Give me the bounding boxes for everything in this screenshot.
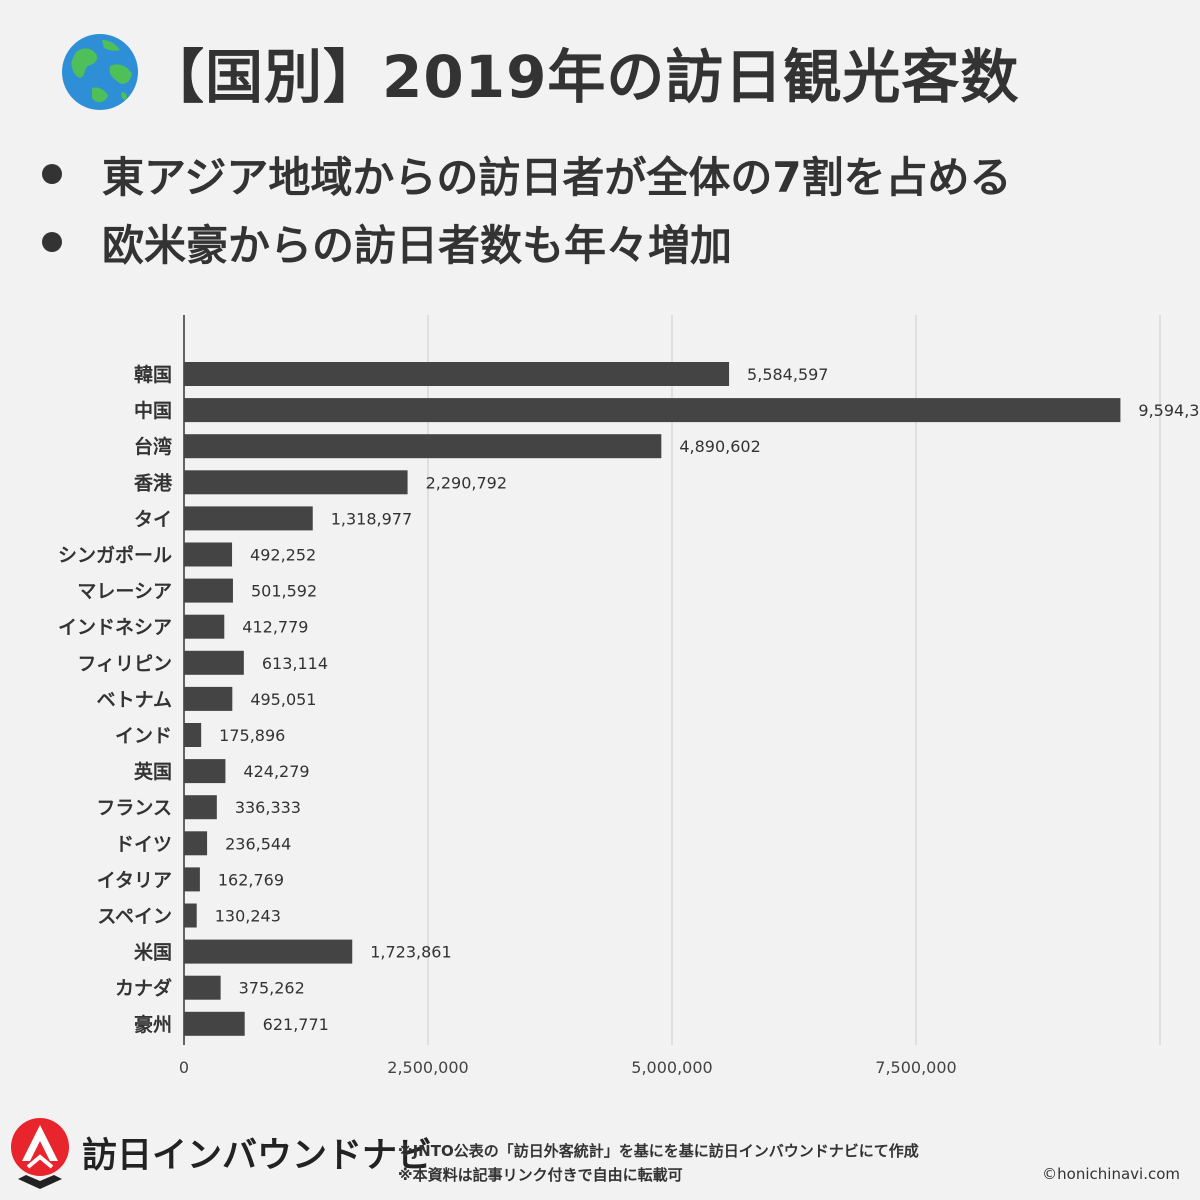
bullet-dot: [42, 164, 62, 184]
bar: [184, 506, 313, 531]
data-label: 2,290,792: [426, 473, 507, 492]
data-label: 621,771: [263, 1015, 329, 1034]
category-label: 韓国: [134, 363, 172, 386]
data-label: 4,890,602: [679, 437, 760, 456]
bar: [184, 759, 226, 784]
data-label: 492,252: [250, 546, 316, 565]
data-label: 424,279: [243, 762, 309, 781]
bar: [184, 578, 233, 603]
page-title: 【国別】2019年の訪日観光客数: [146, 43, 1020, 111]
category-label: フィリピン: [77, 653, 172, 675]
data-label: 162,769: [218, 870, 284, 889]
bar: [184, 650, 244, 675]
data-label: 9,594,394: [1138, 401, 1200, 420]
x-tick-label: 5,000,000: [631, 1058, 712, 1077]
bar: [184, 470, 408, 495]
data-label: 1,318,977: [331, 509, 412, 528]
data-label: 375,262: [239, 979, 305, 998]
bullet-item: 欧米豪からの訪日者数も年々増加: [40, 208, 1012, 276]
summary-bullets: 東アジア地域からの訪日者が全体の7割を占める 欧米豪からの訪日者数も年々増加: [40, 140, 1012, 276]
bar: [184, 686, 233, 711]
data-label: 495,051: [250, 690, 316, 709]
data-label: 501,592: [251, 582, 317, 601]
category-label: スペイン: [97, 906, 172, 928]
globe-icon: [62, 34, 138, 110]
bar: [184, 542, 233, 567]
category-label: フランス: [96, 797, 172, 819]
bar: [184, 398, 1121, 423]
category-label: 豪州: [134, 1013, 172, 1036]
brand-logo-icon: [11, 1118, 69, 1189]
bullet-dot: [42, 232, 62, 252]
bar: [184, 614, 225, 639]
data-label: 412,779: [242, 618, 308, 637]
bar: [184, 434, 662, 459]
data-label: 1,723,861: [370, 943, 451, 962]
category-label: 香港: [133, 472, 173, 494]
copyright-text: ©honichinavi.com: [1042, 1165, 1180, 1183]
bullet-text: 欧米豪からの訪日者数も年々増加: [102, 220, 733, 270]
category-label: マレーシア: [77, 581, 172, 603]
category-label: ドイツ: [115, 833, 172, 855]
category-label: 中国: [134, 399, 172, 422]
bar: [184, 867, 200, 892]
bar: [184, 723, 202, 747]
data-label: 613,114: [262, 654, 328, 673]
bar: [184, 975, 221, 1000]
category-label: シンガポール: [58, 544, 172, 567]
x-tick-label: 2,500,000: [387, 1058, 468, 1077]
title-row: 【国別】2019年の訪日観光客数: [58, 30, 1019, 114]
bullet-text: 東アジア地域からの訪日者が全体の7割を占める: [102, 152, 1012, 202]
category-label: ベトナム: [97, 689, 172, 711]
data-label: 175,896: [219, 726, 285, 745]
footer-note: ※本資料は記事リンク付きで自由に転載可: [398, 1166, 683, 1184]
category-label: 英国: [134, 760, 172, 783]
x-tick-label: 7,500,000: [875, 1058, 956, 1077]
data-label: 5,584,597: [747, 365, 828, 384]
data-label: 336,333: [235, 798, 301, 817]
bar: [184, 903, 197, 928]
footer-notes: ※JNTO公表の「訪日外客統計」を基にを基に訪日インバウンドナビにて作成 ※本資…: [398, 1139, 919, 1187]
brand-name: 訪日インバウンドナビ: [82, 1136, 433, 1176]
bar: [184, 362, 730, 386]
bar: [184, 939, 353, 964]
footer: 訪日インバウンドナビ ※JNTO公表の「訪日外客統計」を基にを基に訪日インバウン…: [0, 1105, 1200, 1200]
category-label: 台湾: [134, 435, 172, 458]
bar: [184, 831, 208, 856]
footer-note: ※JNTO公表の「訪日外客統計」を基にを基に訪日インバウンドナビにて作成: [398, 1142, 919, 1160]
category-label: インド: [115, 725, 172, 747]
bar: [184, 1011, 245, 1036]
bar: [184, 795, 217, 820]
category-label: タイ: [134, 508, 172, 530]
category-label: イタリア: [97, 869, 172, 891]
category-label: インドネシア: [58, 617, 172, 639]
bar-chart: 0 2,500,000 5,000,000 7,500,000 韓国 5,584,597 中…: [58, 315, 1200, 1077]
x-tick-label: 0: [179, 1058, 189, 1077]
category-label: カナダ: [115, 977, 172, 1000]
data-label: 236,544: [225, 834, 291, 853]
bullet-item: 東アジア地域からの訪日者が全体の7割を占める: [40, 140, 1012, 208]
category-label: 米国: [134, 941, 172, 964]
data-label: 130,243: [215, 907, 281, 926]
